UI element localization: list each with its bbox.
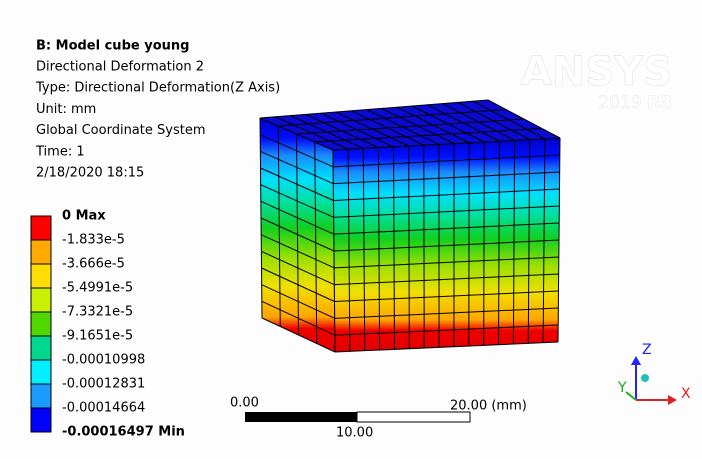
swatch bbox=[31, 408, 51, 432]
viewport: B: Model cube young Directional Deformat… bbox=[0, 0, 702, 459]
scale-black bbox=[245, 412, 357, 422]
y-label: Y bbox=[617, 380, 627, 396]
legend-label: -0.00012831 bbox=[62, 377, 145, 392]
legend-label: -3.666e-5 bbox=[62, 257, 125, 272]
legend-label: 0 Max bbox=[62, 209, 106, 224]
header-line: Global Coordinate System bbox=[36, 123, 205, 138]
legend-label: -1.833e-5 bbox=[62, 233, 125, 248]
swatch bbox=[31, 264, 51, 288]
model-title: B: Model cube young bbox=[36, 39, 189, 54]
swatch bbox=[31, 360, 51, 384]
scale-end: 20.00 (mm) bbox=[450, 399, 527, 414]
logo-brand: ANSYS bbox=[521, 49, 672, 95]
swatch bbox=[31, 312, 51, 336]
cube-mesh bbox=[260, 100, 560, 352]
swatch bbox=[31, 288, 51, 312]
swatch bbox=[31, 336, 51, 360]
legend-swatches bbox=[31, 216, 51, 432]
legend-label: -7.3321e-5 bbox=[62, 305, 133, 320]
legend-label: -9.1651e-5 bbox=[62, 329, 133, 344]
header-line: Type: Directional Deformation(Z Axis) bbox=[35, 81, 280, 96]
scale-white bbox=[357, 412, 470, 422]
swatch bbox=[31, 384, 51, 408]
scale-middle: 10.00 bbox=[336, 426, 373, 441]
header-line: Directional Deformation 2 bbox=[36, 60, 204, 75]
legend-label: -0.00010998 bbox=[62, 353, 145, 368]
legend-label: -0.00016497 Min bbox=[62, 425, 185, 440]
z-label: Z bbox=[642, 342, 652, 358]
header-line: Unit: mm bbox=[36, 102, 96, 117]
scale-start: 0.00 bbox=[230, 396, 259, 411]
logo-version: 2019 R3 bbox=[598, 93, 672, 113]
legend-label: -0.00014664 bbox=[62, 401, 145, 416]
header-line: 2/18/2020 18:15 bbox=[36, 166, 144, 181]
legend-label: -5.4991e-5 bbox=[62, 281, 133, 296]
origin-ball bbox=[641, 374, 649, 382]
release: R3 bbox=[647, 93, 672, 113]
version: 2019 bbox=[598, 93, 641, 113]
x-label: X bbox=[681, 386, 691, 402]
swatch bbox=[31, 240, 51, 264]
swatch bbox=[31, 216, 51, 240]
header-line: Time: 1 bbox=[35, 144, 85, 159]
